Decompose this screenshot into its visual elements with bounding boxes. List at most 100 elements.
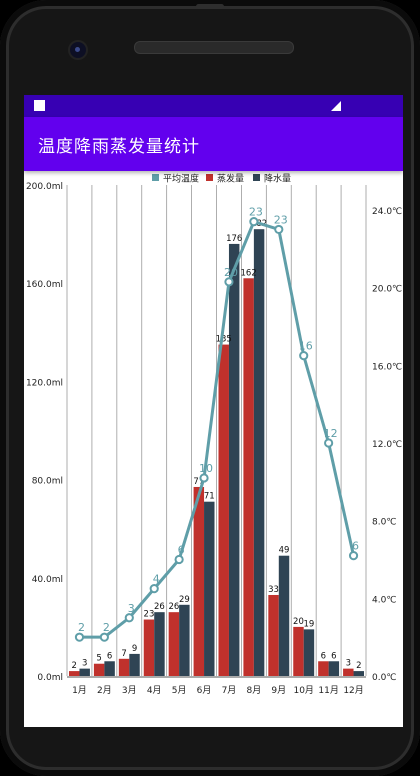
bar-precipitation bbox=[278, 555, 290, 676]
legend-label: 平均温度 bbox=[163, 173, 199, 185]
data-label-evaporation: 77 bbox=[193, 477, 204, 487]
data-label-temperature: 23 bbox=[274, 213, 288, 226]
bar-precipitation bbox=[228, 243, 240, 677]
point-temperature bbox=[249, 217, 259, 227]
bar-evaporation bbox=[143, 619, 155, 676]
point-temperature bbox=[124, 613, 134, 623]
point-temperature bbox=[274, 224, 284, 235]
y-left-tick-label: 40.0ml bbox=[32, 575, 63, 585]
legend-swatch bbox=[152, 174, 159, 181]
front-camera bbox=[68, 40, 88, 60]
bar-evaporation bbox=[218, 344, 229, 676]
data-label-evaporation: 23 bbox=[144, 610, 155, 620]
bar-evaporation bbox=[93, 663, 105, 676]
combo-chart: 0.0ml 40.0ml 80.0ml 120.0ml 160.0ml 200.0ml 0.… bbox=[26, 173, 402, 697]
bar-evaporation bbox=[193, 486, 205, 676]
signal-icon bbox=[331, 101, 341, 111]
bar-precipitation bbox=[353, 671, 365, 676]
y-right-tick-label: 24.0℃ bbox=[372, 207, 402, 217]
y-left-tick-label: 0.0ml bbox=[37, 673, 63, 683]
x-tick-label: 11月 bbox=[318, 685, 338, 696]
data-label-temperature: 3 bbox=[128, 602, 135, 615]
bar-precipitation bbox=[303, 629, 315, 676]
data-label-evaporation: 26 bbox=[168, 602, 179, 612]
legend-swatch bbox=[206, 174, 213, 181]
y-left-tick-label: 200.0ml bbox=[26, 182, 63, 192]
y-left-tick-label: 80.0ml bbox=[32, 477, 63, 487]
data-label-evaporation: 7 bbox=[121, 649, 126, 659]
data-label-precipitation: 3 bbox=[82, 659, 87, 669]
data-label-precipitation: 6 bbox=[331, 651, 336, 661]
series-line-temperature bbox=[79, 219, 356, 639]
status-bar bbox=[24, 95, 403, 117]
bar-evaporation bbox=[118, 658, 130, 676]
point-temperature bbox=[224, 277, 234, 287]
bar-precipitation bbox=[253, 229, 265, 676]
point-temperature bbox=[74, 632, 85, 642]
point-temperature bbox=[299, 351, 309, 361]
x-tick-label: 5月 bbox=[172, 685, 187, 696]
x-tick-label: 9月 bbox=[271, 685, 286, 696]
data-label-temperature: 2 bbox=[103, 621, 110, 634]
x-tick-label: 3月 bbox=[122, 685, 137, 696]
data-label-precipitation: 9 bbox=[132, 644, 137, 654]
bar-evaporation bbox=[293, 626, 304, 676]
data-label-temperature: 20 bbox=[224, 266, 238, 279]
point-temperature bbox=[199, 473, 209, 483]
y-right-tick-label: 8.0℃ bbox=[372, 518, 396, 528]
y-right-tick-label: 20.0℃ bbox=[372, 285, 402, 295]
y-right-tick-label: 4.0℃ bbox=[372, 595, 396, 605]
data-label-precipitation: 49 bbox=[279, 546, 290, 556]
data-label-evaporation: 33 bbox=[268, 585, 279, 595]
page-title: 温度降雨蒸发量统计 bbox=[38, 136, 200, 157]
x-tick-label: 6月 bbox=[197, 685, 212, 696]
data-label-evaporation: 6 bbox=[321, 651, 326, 661]
data-label-evaporation: 3 bbox=[346, 659, 351, 669]
notification-icon bbox=[34, 100, 45, 111]
bar-precipitation bbox=[104, 661, 115, 676]
legend-label: 蒸发量 bbox=[217, 173, 244, 185]
point-temperature bbox=[174, 554, 184, 565]
screen: 温度降雨蒸发量统计 0.0ml 40.0ml 80.0ml 120.0ml 160.0m… bbox=[24, 95, 403, 727]
data-label-evaporation: 135 bbox=[216, 335, 232, 345]
x-tick-label: 8月 bbox=[247, 685, 262, 696]
bar-evaporation bbox=[168, 612, 180, 676]
point-temperature bbox=[348, 551, 359, 561]
y-left-tick-label: 160.0ml bbox=[26, 280, 63, 290]
y-right-tick-label: 0.0℃ bbox=[372, 673, 396, 683]
bar-precipitation bbox=[204, 501, 215, 676]
data-label-temperature: 6 bbox=[352, 540, 359, 553]
data-label-evaporation: 20 bbox=[293, 617, 304, 627]
data-label-precipitation: 176 bbox=[226, 234, 242, 244]
data-label-evaporation: 5 bbox=[96, 654, 101, 664]
data-label-temperature: 10 bbox=[199, 462, 213, 475]
x-tick-label: 10月 bbox=[293, 685, 313, 696]
point-temperature bbox=[149, 584, 159, 594]
data-label-temperature: 23 bbox=[249, 206, 263, 219]
data-label-precipitation: 71 bbox=[204, 492, 215, 502]
bar-precipitation bbox=[328, 661, 340, 676]
legend-label: 降水量 bbox=[264, 173, 291, 185]
data-label-precipitation: 19 bbox=[304, 619, 315, 629]
legend-swatch bbox=[253, 174, 260, 181]
y-right-tick-label: 12.0℃ bbox=[372, 440, 402, 450]
bar-evaporation bbox=[318, 661, 329, 676]
bar-precipitation bbox=[179, 604, 190, 676]
x-tick-label: 1月 bbox=[72, 685, 87, 696]
bar-evaporation bbox=[68, 671, 80, 676]
point-temperature bbox=[324, 438, 334, 448]
data-label-precipitation: 29 bbox=[179, 595, 190, 605]
x-tick-label: 12月 bbox=[343, 685, 363, 696]
x-tick-label: 4月 bbox=[147, 685, 162, 696]
data-label-temperature: 2 bbox=[78, 621, 85, 634]
data-label-temperature: 12 bbox=[324, 427, 338, 440]
bar-precipitation bbox=[129, 653, 140, 676]
earpiece-speaker bbox=[134, 41, 294, 54]
data-label-temperature: 16 bbox=[299, 340, 313, 353]
bar-precipitation bbox=[79, 668, 90, 676]
bar-precipitation bbox=[154, 612, 165, 676]
data-label-precipitation: 26 bbox=[154, 602, 165, 612]
point-temperature bbox=[99, 632, 109, 642]
bar-evaporation bbox=[268, 594, 279, 676]
